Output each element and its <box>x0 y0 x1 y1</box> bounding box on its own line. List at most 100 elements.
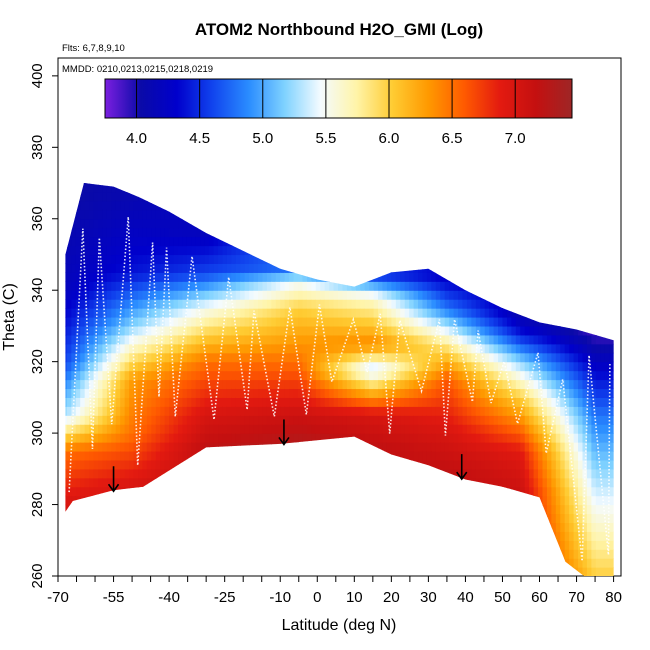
curtain-cell <box>84 486 90 497</box>
curtain-cell <box>280 424 286 434</box>
curtain-cell <box>178 450 184 461</box>
curtain-cell <box>275 361 281 372</box>
curtain-cell <box>213 308 219 318</box>
curtain-cell <box>498 290 504 300</box>
curtain-cell <box>591 477 597 488</box>
curtain-cell <box>66 263 72 273</box>
curtain-cell <box>440 281 446 291</box>
curtain-cell <box>120 370 126 381</box>
curtain-cell <box>342 424 348 434</box>
curtain-cell <box>231 317 237 327</box>
curtain-cell <box>586 433 592 443</box>
curtain-cell <box>582 370 588 381</box>
curtain-cell <box>591 450 597 461</box>
curtain-cell <box>226 334 232 345</box>
curtain-cell <box>511 433 517 443</box>
curtain-cell <box>555 397 561 407</box>
curtain-cell <box>506 388 512 398</box>
curtain-cell <box>120 442 126 452</box>
curtain-cell <box>138 406 144 416</box>
curtain-cell <box>555 549 561 559</box>
curtain-cell <box>209 450 215 461</box>
curtain-cell <box>240 406 246 416</box>
curtain-cell <box>89 450 95 461</box>
curtain-cell <box>258 272 264 282</box>
curtain-cell <box>449 397 455 407</box>
curtain-cell <box>142 183 148 193</box>
curtain-cell <box>382 433 388 443</box>
curtain-cell <box>280 290 286 300</box>
curtain-cell <box>71 290 77 300</box>
curtain-cell <box>418 468 424 479</box>
curtain-cell <box>484 325 490 336</box>
curtain-cell <box>555 406 561 416</box>
curtain-cell <box>471 442 477 452</box>
curtain-cell <box>609 379 614 390</box>
curtain-cell <box>391 334 397 345</box>
curtain-cell <box>160 406 166 416</box>
y-tick-label: 280 <box>29 492 46 517</box>
curtain-cell <box>151 281 157 291</box>
curtain-cell <box>253 388 259 398</box>
curtain-cell <box>249 424 255 434</box>
curtain-cell <box>609 540 614 550</box>
curtain-cell <box>560 406 566 416</box>
curtain-cell <box>382 263 388 273</box>
curtain-cell <box>306 424 312 434</box>
curtain-cell <box>262 299 268 309</box>
curtain-cell <box>71 370 77 381</box>
curtain-cell <box>373 424 379 434</box>
curtain-cell <box>191 352 197 363</box>
curtain-cell <box>93 433 99 443</box>
curtain-cell <box>311 272 317 282</box>
curtain-cell <box>124 200 130 211</box>
curtain-cell <box>98 281 104 291</box>
curtain-cell <box>164 352 170 363</box>
curtain-cell <box>578 415 584 425</box>
curtain-cell <box>573 433 579 443</box>
curtain-cell <box>106 254 112 265</box>
curtain-cell <box>244 450 250 461</box>
curtain-cell <box>386 406 392 416</box>
curtain-cell <box>378 361 384 372</box>
curtain-cell <box>231 352 237 363</box>
curtain-cell <box>111 406 117 416</box>
curtain-cell <box>129 388 135 398</box>
curtain-cell <box>542 352 548 363</box>
curtain-cell <box>391 290 397 300</box>
curtain-cell <box>298 424 304 434</box>
curtain-cell <box>262 325 268 336</box>
curtain-cell <box>373 343 379 354</box>
x-axis: -70 -55 -40 -25 -10 0 10 20 30 40 50 60 70 80 <box>47 576 622 606</box>
curtain-cell <box>200 415 206 425</box>
curtain-cell <box>289 442 295 452</box>
curtain-cell <box>244 370 250 381</box>
curtain-cell <box>178 272 184 282</box>
curtain-cell <box>235 317 241 327</box>
curtain-cell <box>186 415 192 425</box>
curtain-cell <box>355 406 361 416</box>
curtain-cell <box>65 317 68 327</box>
curtain-cell <box>298 433 304 443</box>
curtain-cell <box>58 388 63 398</box>
curtain-cell <box>586 442 592 452</box>
curtain-cell <box>178 352 184 363</box>
curtain-cell <box>98 200 104 211</box>
curtain-cell <box>106 227 112 238</box>
curtain-cell <box>333 433 339 443</box>
curtain-cell <box>520 388 526 398</box>
curtain-cell <box>209 290 215 300</box>
curtain-cell <box>609 325 614 336</box>
curtain-cell <box>555 424 561 434</box>
curtain-cell <box>404 379 410 390</box>
curtain-cell <box>595 567 601 576</box>
curtain-cell <box>422 254 428 265</box>
curtain-cell <box>151 442 157 452</box>
curtain-cell <box>555 495 561 506</box>
curtain-cell <box>538 468 544 479</box>
curtain-cell <box>293 406 299 416</box>
curtain-cell <box>129 450 135 461</box>
curtain-cell <box>614 388 619 398</box>
curtain-cell <box>369 450 375 461</box>
curtain-cell <box>249 308 255 318</box>
